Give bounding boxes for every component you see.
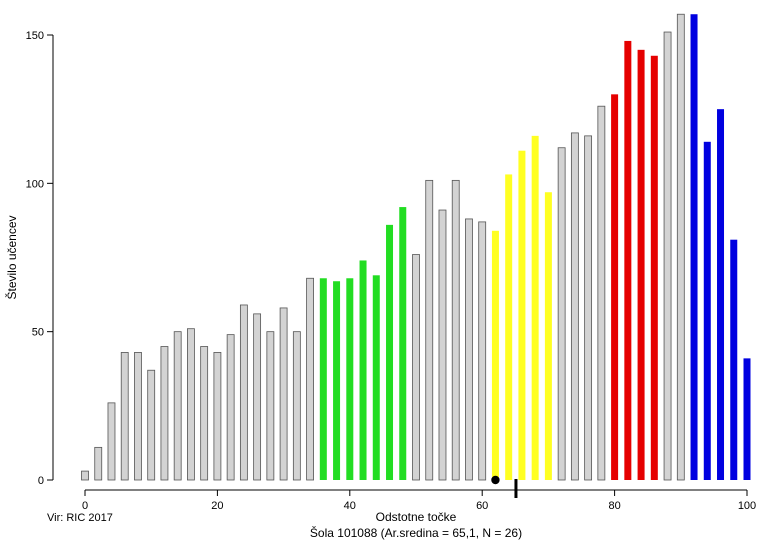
bar [200, 346, 209, 481]
bar [292, 331, 301, 481]
bar [557, 147, 566, 481]
y-tick-label: 100 [26, 178, 44, 190]
bar [663, 31, 672, 481]
bar [465, 218, 473, 481]
bar [531, 135, 539, 480]
bar [253, 313, 262, 481]
bar [518, 150, 526, 480]
bar [505, 174, 513, 480]
bar [570, 132, 579, 481]
bar [386, 224, 394, 480]
x-axis: 0 20 40 60 80 100 [82, 489, 756, 512]
bar [147, 369, 156, 481]
y-tick-label: 50 [32, 327, 44, 339]
source-label: Vir: RIC 2017 [47, 512, 113, 524]
bar [637, 49, 645, 480]
bar [624, 40, 632, 480]
x-tick-label: 20 [211, 500, 223, 512]
bar [690, 14, 698, 480]
school-marker-dot [491, 475, 500, 485]
x-tick-label: 0 [82, 500, 88, 512]
bar [333, 281, 341, 480]
bar [584, 135, 593, 481]
bar [412, 254, 420, 481]
bar [107, 402, 116, 481]
x-tick-label: 80 [608, 500, 620, 512]
x-tick-label: 40 [344, 500, 356, 512]
bar [94, 446, 103, 481]
x-tick-label: 100 [738, 500, 756, 512]
bar [478, 221, 487, 481]
bar [226, 334, 235, 481]
bar [491, 230, 499, 480]
x-tick-label: 60 [476, 500, 488, 512]
bar [346, 278, 354, 480]
bar [730, 239, 738, 480]
bar [279, 307, 288, 481]
bar [676, 13, 685, 481]
bar [743, 358, 751, 480]
bar [160, 346, 169, 481]
bar [187, 328, 195, 481]
markers [491, 475, 518, 498]
bar [173, 331, 182, 481]
bar [717, 109, 725, 481]
bar [319, 278, 327, 480]
bar [134, 352, 142, 481]
bar [438, 209, 447, 481]
bar [120, 352, 129, 481]
y-tick-label: 0 [38, 475, 44, 487]
bar [451, 179, 460, 481]
chart-caption: Šola 101088 (Ar.sredina = 65,1, N = 26) [310, 525, 522, 540]
y-axis: 0 50 100 150 [26, 30, 54, 487]
bar [597, 105, 606, 481]
bar [306, 277, 314, 481]
y-axis-title: Število učencev [4, 215, 19, 299]
bar [425, 179, 434, 481]
bar [703, 141, 711, 481]
bar [239, 304, 248, 481]
y-tick-label: 150 [26, 30, 44, 42]
bar [266, 331, 275, 481]
bar [544, 192, 552, 480]
bar [399, 207, 407, 481]
x-axis-title: Odstotne točke [376, 510, 457, 524]
bar [650, 55, 658, 481]
bar [359, 260, 367, 480]
bar [372, 275, 380, 480]
bar [611, 94, 619, 480]
bar [81, 470, 89, 481]
bar [213, 352, 222, 481]
bars [81, 13, 751, 481]
